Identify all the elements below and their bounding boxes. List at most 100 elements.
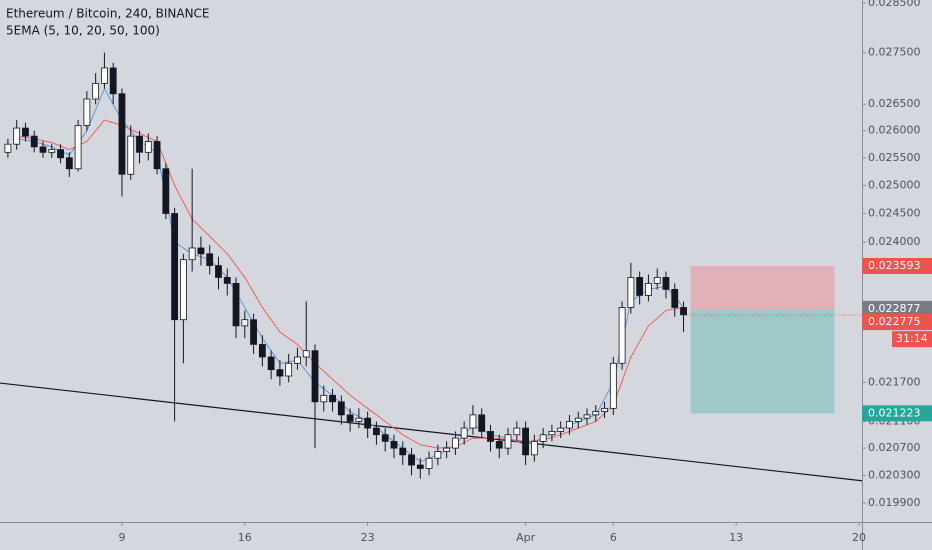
last-price-label: 0.022775 — [868, 315, 921, 328]
y-tick-label: 0.020300 — [868, 468, 921, 481]
candle-body — [311, 350, 319, 403]
candle-body — [425, 457, 433, 469]
candle-body — [223, 277, 231, 284]
candle-body — [346, 414, 354, 422]
last-price-flag — [862, 314, 932, 331]
target-flag — [862, 405, 932, 422]
candle-body — [609, 362, 617, 409]
plot — [0, 52, 863, 482]
candle-body — [118, 93, 126, 175]
y-tick-label: 0.019900 — [868, 496, 921, 509]
candle-body — [504, 434, 512, 449]
candle-body — [215, 265, 222, 278]
candle-body — [443, 447, 451, 452]
candle-body — [206, 253, 214, 266]
candle-body — [557, 427, 565, 432]
candle-body — [329, 394, 336, 403]
candle-body — [144, 141, 152, 153]
candle-body — [4, 143, 12, 153]
y-tick-label: 0.024000 — [868, 235, 921, 248]
candle-body — [478, 414, 486, 432]
y-tick-label: 0.025000 — [868, 178, 921, 191]
candle-body — [188, 247, 196, 261]
candle-body — [662, 277, 670, 290]
candle-body — [276, 369, 284, 377]
stop-flag — [862, 257, 932, 274]
candle-body — [57, 149, 64, 159]
x-tick-label: 23 — [361, 531, 375, 544]
stop-label: 0.023593 — [868, 259, 921, 272]
candle-body — [373, 427, 380, 436]
candle-body — [487, 430, 494, 442]
target-zone — [690, 308, 835, 414]
candle-body — [574, 417, 582, 422]
candle-body — [302, 350, 310, 358]
candle-body — [101, 67, 108, 84]
candle-body — [74, 124, 82, 170]
candle-body — [671, 288, 679, 308]
candle-body — [39, 146, 47, 153]
candle-body — [601, 407, 608, 413]
trendline — [0, 382, 863, 482]
countdown-flag — [892, 331, 932, 348]
candle-body — [653, 277, 661, 284]
candle-body — [645, 282, 652, 296]
candle-body — [399, 447, 407, 456]
candle-body — [179, 259, 187, 321]
candle-body — [13, 127, 21, 145]
candle-body — [618, 307, 626, 364]
candle-body — [408, 454, 415, 466]
x-tick-label: Apr — [516, 531, 536, 544]
candle-body — [495, 441, 503, 449]
candle-body — [434, 451, 442, 459]
y-tick-label: 0.025500 — [868, 151, 921, 164]
candle-body — [566, 421, 573, 429]
ema-line — [16, 119, 684, 449]
candle-body — [337, 401, 345, 416]
candle-body — [592, 411, 600, 416]
candle-body — [171, 213, 179, 321]
candle-body — [320, 394, 328, 403]
x-tick-label: 9 — [118, 531, 125, 544]
candle-body — [136, 135, 143, 153]
candle-body — [522, 427, 529, 456]
x-tick-label: 20 — [852, 531, 866, 544]
candle-body — [680, 307, 687, 316]
y-tick-label: 0.021700 — [868, 375, 921, 388]
countdown-label: 31:14 — [896, 332, 928, 345]
x-tick-label: 16 — [238, 531, 252, 544]
y-tick-label: 0.026000 — [868, 124, 921, 137]
candle-body — [364, 417, 372, 429]
candle-body — [22, 127, 29, 137]
candle-body — [258, 344, 266, 358]
y-tick-label: 0.027500 — [868, 46, 921, 59]
candle-body — [109, 67, 117, 95]
entry-label: 0.022877 — [868, 302, 921, 315]
x-tick-label: 6 — [610, 531, 617, 544]
y-tick-label: 0.020700 — [868, 441, 921, 454]
x-tick-label: 13 — [729, 531, 743, 544]
candle-body — [627, 277, 635, 308]
candle-body — [285, 362, 293, 377]
y-tick-label: 0.026500 — [868, 97, 921, 110]
candle-body — [416, 464, 424, 469]
candle-body — [162, 168, 170, 214]
candle-body — [250, 319, 257, 345]
y-tick-label: 0.024500 — [868, 206, 921, 219]
chart-title: Ethereum / Bitcoin, 240, BINANCE — [6, 7, 210, 21]
candle-body — [65, 157, 73, 170]
indicator-label: 5EMA (5, 10, 20, 50, 100) — [6, 24, 160, 38]
candle-body — [48, 149, 56, 153]
y-tick-label: 0.028500 — [868, 0, 921, 9]
candle-body — [381, 434, 389, 442]
target-label: 0.021223 — [868, 406, 921, 419]
candle-body — [460, 427, 468, 439]
entry-flag — [862, 300, 932, 317]
candle-body — [197, 247, 205, 255]
candle-body — [636, 277, 644, 296]
candle-body — [30, 135, 38, 148]
candle-body — [127, 135, 135, 175]
candle-body — [513, 427, 521, 436]
